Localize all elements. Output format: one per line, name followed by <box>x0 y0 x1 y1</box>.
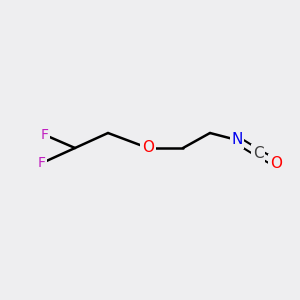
Text: C: C <box>253 146 263 160</box>
Text: F: F <box>41 128 49 142</box>
Text: F: F <box>38 156 46 170</box>
Text: O: O <box>270 155 282 170</box>
Text: N: N <box>231 133 243 148</box>
Text: O: O <box>142 140 154 155</box>
